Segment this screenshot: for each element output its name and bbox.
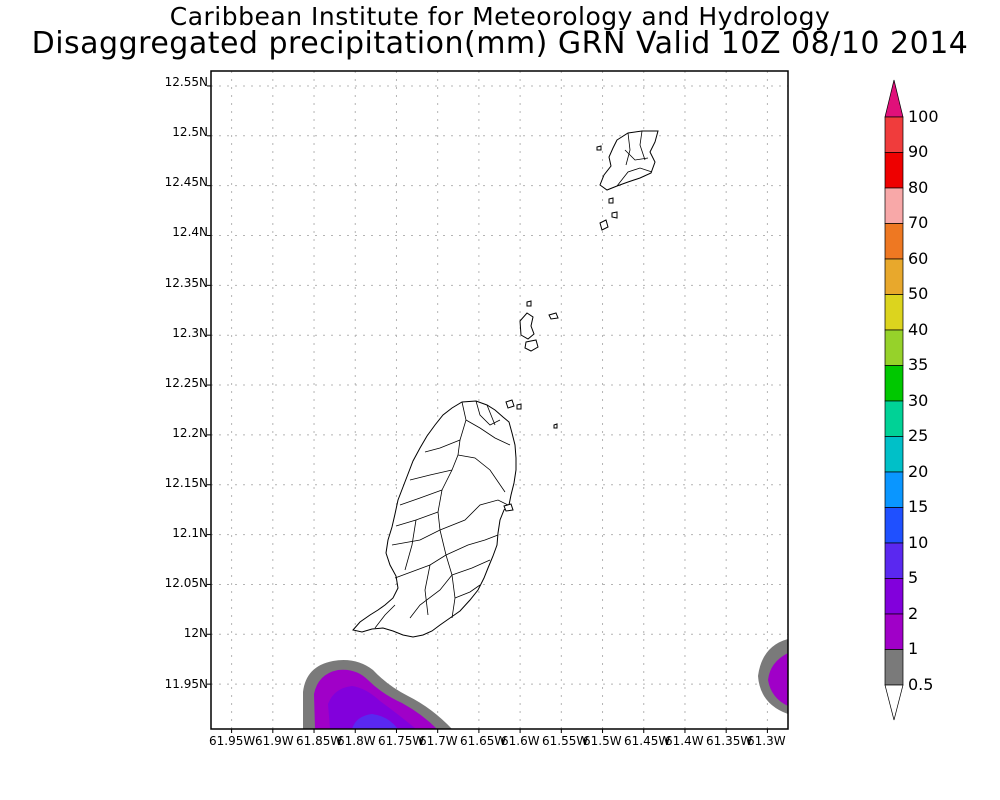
colorbar-label: 15 <box>908 497 929 516</box>
lat-label: 11.95N <box>164 677 208 691</box>
colorbar-40-50 <box>884 294 904 331</box>
colorbar-label: 10 <box>908 533 929 552</box>
small-island-1 <box>519 312 535 340</box>
lon-label: 61.55W <box>542 734 589 748</box>
lat-label: 12.2N <box>172 426 208 440</box>
colorbar-label: 2 <box>908 604 919 623</box>
lat-label: 12.45N <box>164 175 208 189</box>
lon-label: 61.9W <box>255 734 294 748</box>
colorbar-label: 35 <box>908 355 929 374</box>
colorbar-30-35 <box>884 365 904 402</box>
lat-label: 12.3N <box>172 326 208 340</box>
lat-label: 12.35N <box>164 276 208 290</box>
lon-label: 61.95W <box>209 734 256 748</box>
colorbar-2-5 <box>884 578 904 615</box>
colorbar-label: 50 <box>908 284 929 303</box>
small-island-10 <box>553 423 558 429</box>
grenada-island <box>352 400 517 638</box>
colorbar-label: 70 <box>908 213 929 232</box>
small-island-5 <box>548 312 559 320</box>
colorbar-15-20 <box>884 471 904 508</box>
lon-label: 61.35W <box>706 734 753 748</box>
colorbar-10-15 <box>884 507 904 544</box>
small-island-6 <box>526 300 532 307</box>
lat-label: 12.15N <box>164 476 208 490</box>
colorbar-20-25 <box>884 436 904 473</box>
small-island-4 <box>611 211 618 219</box>
lon-label: 61.4W <box>665 734 704 748</box>
colorbar-label: 20 <box>908 462 929 481</box>
lat-label: 12N <box>183 626 208 640</box>
colorbar-80-90 <box>884 152 904 189</box>
small-island-11 <box>596 145 602 151</box>
small-island-2 <box>524 339 539 352</box>
colorbar-label: 30 <box>908 391 929 410</box>
colorbar-label: 5 <box>908 568 919 587</box>
lat-lon-grid <box>211 71 788 729</box>
colorbar-0.5-1 <box>884 649 904 686</box>
colorbar-1-2 <box>884 613 904 650</box>
lat-label: 12.5N <box>172 125 208 139</box>
lat-label: 12.05N <box>164 576 208 590</box>
colorbar-35-40 <box>884 329 904 366</box>
lat-label: 12.4N <box>172 225 208 239</box>
lon-label: 61.7W <box>419 734 458 748</box>
colorbar-over-triangle <box>884 79 904 118</box>
colorbar-label: 0.5 <box>908 675 934 694</box>
colorbar-label: 40 <box>908 320 929 339</box>
colorbar-label: 80 <box>908 178 929 197</box>
small-island-7 <box>608 197 614 204</box>
lat-label: 12.55N <box>164 75 208 89</box>
colorbar-label: 60 <box>908 249 929 268</box>
lon-label: 61.8W <box>337 734 376 748</box>
lat-label: 12.25N <box>164 376 208 390</box>
colorbar-70-80 <box>884 187 904 224</box>
lon-label: 61.3W <box>747 734 786 748</box>
precip-area-1-2mm-east <box>768 653 788 706</box>
carriacou-island <box>599 130 659 191</box>
precip-area-5-10mm-southwest <box>352 714 398 729</box>
colorbar-under-triangle <box>884 684 904 721</box>
title-line-2: Disaggregated precipitation(mm) GRN Vali… <box>31 26 969 61</box>
lat-label: 12.1N <box>172 526 208 540</box>
lon-label: 61.45W <box>624 734 671 748</box>
lon-label: 61.5W <box>583 734 622 748</box>
lon-label: 61.75W <box>378 734 425 748</box>
colorbar-50-60 <box>884 258 904 295</box>
lon-label: 61.6W <box>501 734 540 748</box>
coastlines <box>352 130 659 638</box>
small-island-12 <box>503 503 514 512</box>
lon-label: 61.65W <box>460 734 507 748</box>
colorbar-label: 90 <box>908 142 929 161</box>
lon-label: 61.85W <box>296 734 343 748</box>
precipitation-shading <box>303 639 788 729</box>
precip-area-2-5mm-southwest <box>328 686 416 729</box>
internal-boundaries <box>374 130 653 629</box>
small-island-3 <box>599 219 609 231</box>
map-frame <box>210 70 789 730</box>
colorbar-label: 100 <box>908 107 939 126</box>
colorbar-90-100 <box>884 116 904 153</box>
small-island-8 <box>505 399 515 409</box>
colorbar-60-70 <box>884 223 904 260</box>
colorbar-label: 1 <box>908 639 919 658</box>
colorbar-5-10 <box>884 542 904 579</box>
colorbar-label: 25 <box>908 426 929 445</box>
small-island-9 <box>516 403 522 410</box>
colorbar <box>884 79 904 721</box>
colorbar-25-30 <box>884 400 904 437</box>
title-line-1: Caribbean Institute for Meteorology and … <box>169 2 831 31</box>
